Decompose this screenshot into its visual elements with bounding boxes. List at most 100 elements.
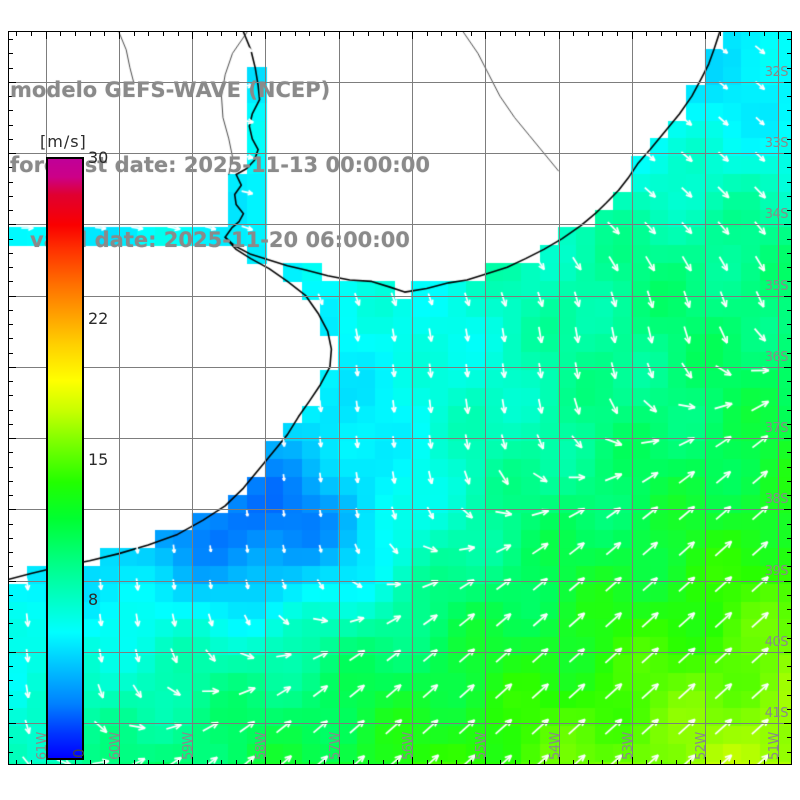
- axis-tick-minor: [397, 32, 398, 36]
- axis-tick-major: [632, 757, 633, 764]
- gridline-lon: [778, 32, 779, 764]
- axis-tick-minor: [787, 210, 791, 211]
- axis-tick-major: [485, 32, 486, 39]
- plot-area: 61W 60W 59W 58W 57W 56W 55W 54W 53W 52W 51W 32S 33S…: [8, 31, 792, 765]
- axis-tick-major: [9, 296, 16, 297]
- axis-tick-minor: [16, 760, 17, 764]
- axis-tick-minor: [324, 760, 325, 764]
- axis-tick-minor: [9, 310, 13, 311]
- axis-tick-minor: [60, 760, 61, 764]
- axis-tick-minor: [646, 32, 647, 36]
- axis-tick-minor: [617, 760, 618, 764]
- axis-tick-minor: [178, 760, 179, 764]
- axis-tick-minor: [787, 324, 791, 325]
- axis-tick-minor: [787, 680, 791, 681]
- axis-tick-major: [784, 296, 791, 297]
- gridline-lat: [9, 367, 791, 368]
- axis-tick-minor: [787, 338, 791, 339]
- axis-tick-major: [119, 757, 120, 764]
- axis-tick-minor: [9, 338, 13, 339]
- gridline-lat: [9, 509, 791, 510]
- lat-label: 36S: [764, 350, 789, 365]
- axis-tick-minor: [787, 452, 791, 453]
- axis-tick-major: [485, 757, 486, 764]
- axis-tick-minor: [787, 182, 791, 183]
- axis-tick-minor: [9, 281, 13, 282]
- axis-tick-minor: [787, 495, 791, 496]
- lat-label: 39S: [764, 564, 789, 579]
- axis-tick-minor: [749, 32, 750, 36]
- axis-tick-minor: [676, 760, 677, 764]
- axis-tick-major: [412, 757, 413, 764]
- axis-tick-minor: [368, 32, 369, 36]
- axis-tick-minor: [383, 32, 384, 36]
- axis-tick-minor: [9, 638, 13, 639]
- gridline-lon: [339, 32, 340, 764]
- gridline-lat: [9, 153, 791, 154]
- lat-label: 34S: [764, 207, 789, 222]
- gridline-lat: [9, 438, 791, 439]
- axis-tick-major: [9, 581, 16, 582]
- axis-tick-minor: [9, 353, 13, 354]
- axis-tick-minor: [9, 324, 13, 325]
- axis-tick-major: [46, 757, 47, 764]
- axis-tick-minor: [787, 253, 791, 254]
- axis-tick-minor: [661, 760, 662, 764]
- axis-tick-minor: [9, 196, 13, 197]
- axis-tick-minor: [471, 32, 472, 36]
- axis-tick-minor: [9, 110, 13, 111]
- axis-tick-minor: [353, 32, 354, 36]
- axis-tick-minor: [690, 32, 691, 36]
- axis-tick-minor: [9, 680, 13, 681]
- axis-tick-minor: [9, 139, 13, 140]
- axis-tick-minor: [9, 182, 13, 183]
- axis-tick-minor: [9, 167, 13, 168]
- gridline-lat: [9, 581, 791, 582]
- axis-tick-minor: [221, 32, 222, 36]
- axis-tick-minor: [787, 666, 791, 667]
- colorbar-tick-label: 15: [88, 449, 109, 469]
- axis-tick-major: [632, 32, 633, 39]
- axis-tick-minor: [749, 760, 750, 764]
- colorbar: [46, 157, 84, 760]
- axis-tick-minor: [515, 32, 516, 36]
- axis-tick-minor: [787, 281, 791, 282]
- axis-tick-major: [9, 438, 16, 439]
- axis-tick-minor: [9, 210, 13, 211]
- axis-tick-minor: [353, 760, 354, 764]
- axis-tick-minor: [9, 709, 13, 710]
- axis-tick-minor: [9, 53, 13, 54]
- axis-tick-major: [778, 757, 779, 764]
- axis-tick-minor: [720, 32, 721, 36]
- axis-tick-minor: [207, 760, 208, 764]
- axis-tick-minor: [75, 32, 76, 36]
- lat-label: 33S: [764, 136, 789, 151]
- axis-tick-minor: [9, 68, 13, 69]
- axis-tick-minor: [787, 139, 791, 140]
- axis-tick-major: [784, 153, 791, 154]
- axis-tick-major: [559, 32, 560, 39]
- axis-tick-minor: [787, 353, 791, 354]
- gridline-lat: [9, 296, 791, 297]
- axis-tick-minor: [617, 32, 618, 36]
- axis-tick-minor: [236, 760, 237, 764]
- gridline-lon: [265, 32, 266, 764]
- axis-tick-minor: [529, 32, 530, 36]
- lat-label: 41S: [764, 706, 789, 721]
- axis-tick-minor: [787, 110, 791, 111]
- axis-tick-major: [412, 32, 413, 39]
- axis-tick-minor: [148, 32, 149, 36]
- axis-tick-minor: [9, 395, 13, 396]
- axis-tick-minor: [9, 253, 13, 254]
- axis-tick-minor: [251, 32, 252, 36]
- wind-direction-arrows: [9, 32, 791, 764]
- axis-tick-minor: [134, 760, 135, 764]
- axis-tick-major: [9, 367, 16, 368]
- axis-tick-minor: [500, 760, 501, 764]
- axis-tick-minor: [163, 760, 164, 764]
- axis-tick-major: [784, 224, 791, 225]
- gridline-lon: [632, 32, 633, 764]
- axis-tick-minor: [31, 32, 32, 36]
- axis-tick-minor: [368, 760, 369, 764]
- axis-tick-minor: [9, 452, 13, 453]
